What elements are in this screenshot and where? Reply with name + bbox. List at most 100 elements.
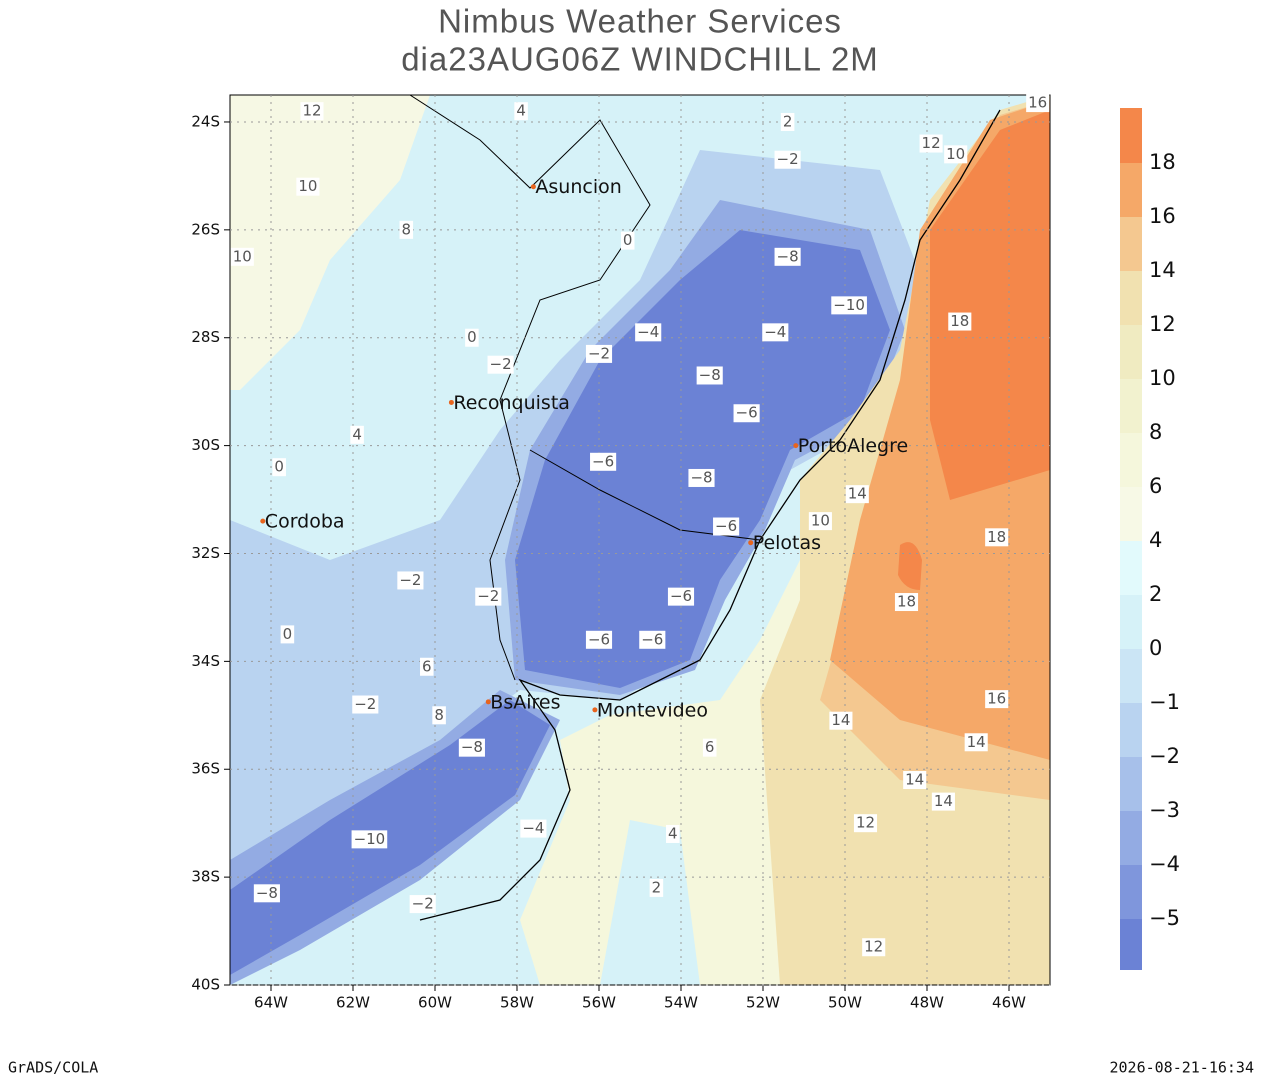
contour-label: −6 (590, 452, 617, 471)
y-tick-label: 26S (191, 220, 220, 238)
contour-label-bg (397, 571, 424, 590)
contour-label-bg (829, 711, 853, 730)
x-tick-label: 46W (992, 994, 1026, 1012)
contour-label-text: −8 (461, 738, 483, 756)
x-tick-label: 54W (664, 994, 698, 1012)
city-label: Cordoba (265, 511, 345, 533)
colorbar-segment (1120, 487, 1142, 541)
contour-label-text: −6 (641, 630, 663, 648)
contour-label: 2 (649, 878, 664, 897)
contour-label: −2 (487, 355, 514, 374)
contour-label-text: 18 (987, 528, 1006, 546)
colorbar-label: −1 (1149, 690, 1180, 714)
contour-label-bg (639, 630, 666, 649)
contour-label: −6 (733, 404, 760, 423)
contour-label-text: −2 (477, 587, 499, 605)
colorbar-segment (1120, 108, 1142, 163)
contour-label-text: 4 (352, 425, 362, 443)
colorbar-segment (1120, 757, 1142, 811)
footer-right: 2026-08-21-16:34 (1110, 1059, 1255, 1077)
contour-label-text: −2 (399, 571, 421, 589)
contour-label: 10 (296, 177, 320, 196)
footer-left: GrADS/COLA (8, 1059, 98, 1077)
contour-label-bg (696, 366, 723, 385)
colorbar-segment (1120, 865, 1142, 919)
colorbar-segment (1120, 595, 1142, 649)
contour-label-text: 10 (298, 177, 317, 195)
contour-label-text: 12 (922, 134, 941, 152)
colorbar-label: 10 (1149, 366, 1176, 390)
contour-label: 0 (465, 328, 479, 347)
contour-label-bg (230, 247, 254, 266)
contour-label: 10 (808, 512, 832, 531)
contour-label-text: 16 (1028, 94, 1047, 112)
contour-label: 4 (514, 102, 528, 121)
contour-label-bg (280, 625, 295, 644)
contour-label-text: 2 (652, 878, 662, 896)
contour-label-text: −8 (256, 884, 278, 902)
contour-label: 4 (350, 425, 364, 444)
contour-label: 6 (702, 738, 717, 757)
contour-label: 14 (964, 733, 988, 752)
colorbar-segment (1120, 325, 1142, 379)
contour-label-text: −8 (690, 468, 712, 486)
contour-label: 0 (620, 231, 635, 250)
contour-label-bg (774, 150, 801, 169)
contour-label-text: 4 (668, 824, 678, 842)
contour-label: 18 (894, 593, 919, 612)
contour-label-bg (985, 690, 1009, 709)
contour-label-bg (352, 695, 379, 714)
colorbar-segment (1120, 811, 1142, 865)
contour-label: −2 (774, 150, 801, 169)
contour-label-text: −6 (670, 587, 692, 605)
contour-label-bg (487, 355, 514, 374)
city-label: BsAires (490, 691, 560, 713)
colorbar-segment (1120, 217, 1142, 271)
contour-label-text: −10 (833, 296, 865, 314)
contour-label-bg (465, 328, 479, 347)
contour-label: 14 (903, 771, 927, 790)
y-tick-label: 38S (191, 868, 220, 886)
contour-label-bg (520, 819, 547, 838)
contour-label-bg (635, 323, 662, 342)
contour-label-text: 0 (623, 231, 633, 249)
contour-label: 14 (845, 485, 869, 504)
x-tick-label: 52W (746, 994, 780, 1012)
contour-label-bg (300, 102, 324, 121)
colorbar-label: −3 (1149, 798, 1180, 822)
contour-label-bg (931, 792, 955, 811)
y-tick-label: 36S (191, 760, 220, 778)
city-marker (260, 518, 266, 524)
contour-label-text: 6 (705, 738, 715, 756)
contour-label: −8 (696, 366, 723, 385)
contour-label: 18 (985, 528, 1009, 547)
contour-label-bg (780, 112, 795, 131)
contour-label-text: 0 (283, 625, 293, 643)
contour-label-bg (702, 738, 717, 757)
field-ocean-warmest (930, 110, 1050, 500)
contour-label-text: −6 (592, 452, 614, 470)
city-label: Reconquista (453, 392, 570, 414)
contour-label-text: −2 (412, 895, 434, 913)
contour-label: 0 (280, 625, 295, 644)
contour-label: −2 (585, 344, 613, 363)
contour-label-bg (713, 517, 740, 536)
contour-label-text: 0 (274, 458, 284, 476)
contour-label-bg (774, 247, 801, 266)
contour-label: −8 (253, 884, 280, 903)
contour-label: 16 (1026, 94, 1050, 113)
colorbar-label: −5 (1149, 906, 1180, 930)
contour-label-text: −10 (354, 830, 386, 848)
field-ocean-warm-spot (898, 542, 922, 590)
colorbar-segment (1120, 703, 1142, 757)
city-label: Pelotas (753, 532, 821, 554)
contour-label-bg (853, 814, 878, 833)
city-label: PortoAlegre (798, 435, 908, 457)
contour-label-bg (845, 485, 869, 504)
contour-label-bg (762, 323, 789, 342)
colorbar-label: 14 (1149, 258, 1176, 282)
contour-label: −2 (409, 895, 436, 914)
contour-label-bg (458, 738, 485, 757)
